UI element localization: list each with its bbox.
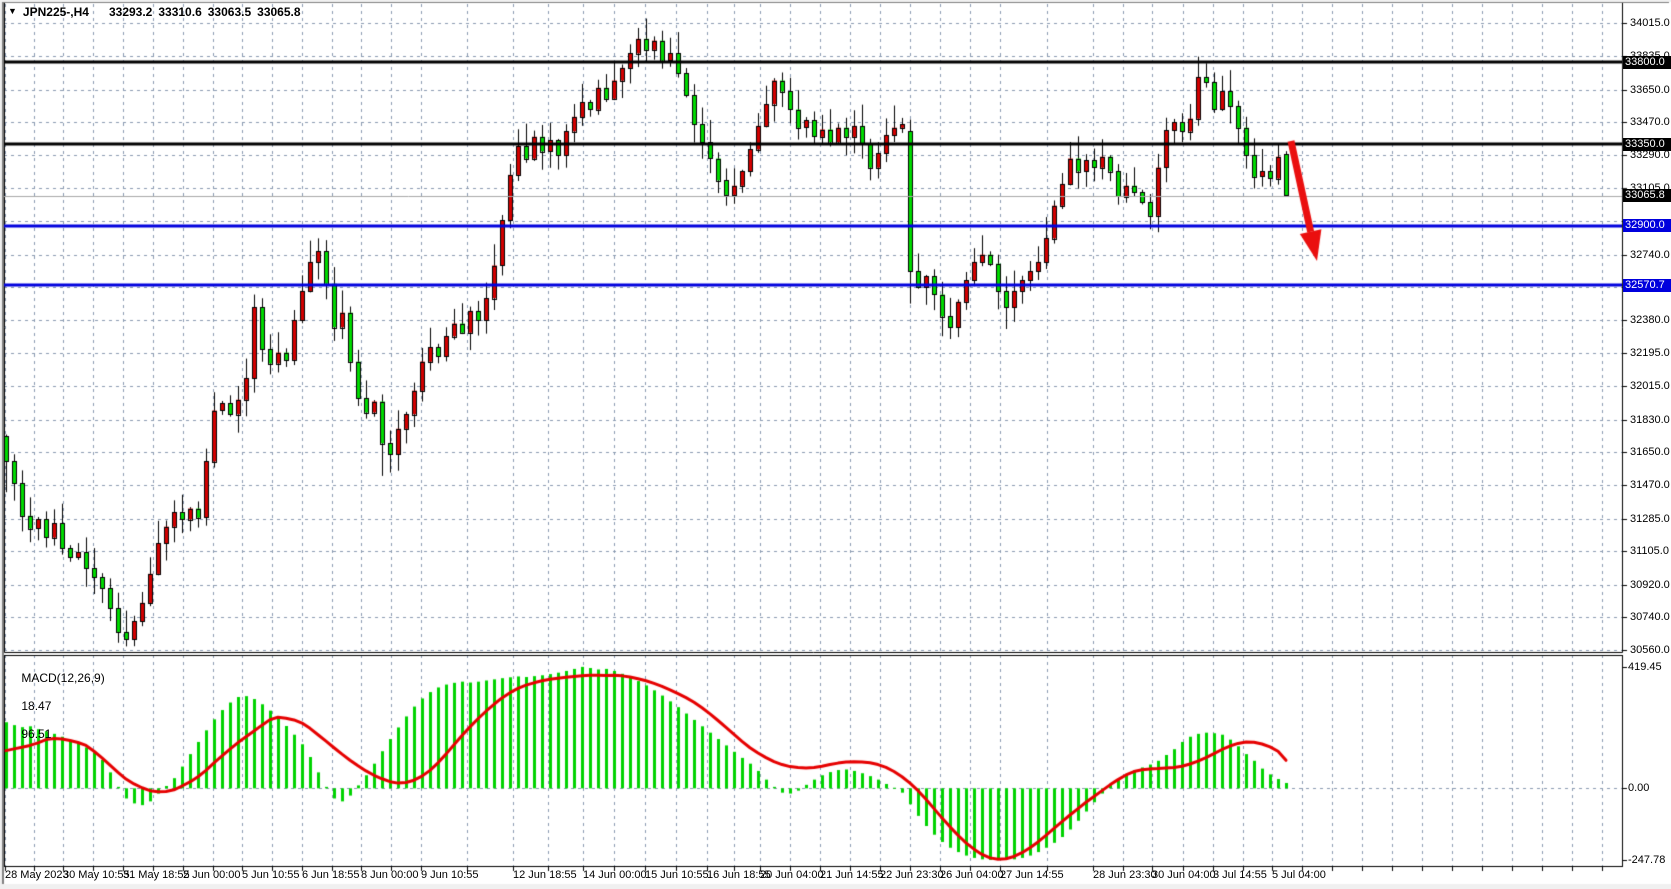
macd-value: 18.47 xyxy=(21,699,52,713)
time-axis-label: 28 Jun 23:30 xyxy=(1093,869,1157,881)
time-axis-label: 16 Jun 18:55 xyxy=(707,869,771,881)
time-axis-label: 14 Jun 00:00 xyxy=(583,869,647,881)
chart-title: ▼ JPN225-,H4 33293.2 33310.6 33063.5 330… xyxy=(8,5,301,19)
price-level-box: 33350.0 xyxy=(1623,137,1671,151)
ohlc-high-value: 33310.6 xyxy=(158,5,202,19)
macd-scale-label: -247.78 xyxy=(1628,854,1666,867)
time-axis-label: 2 Jun 00:00 xyxy=(183,869,241,881)
price-axis-label: 33290.0 xyxy=(1630,148,1670,161)
price-level-box: 33065.8 xyxy=(1623,189,1671,203)
ohlc-low-value: 33063.5 xyxy=(207,5,252,19)
macd-scale-label: 0.00 xyxy=(1628,782,1650,795)
price-axis-label: 30560.0 xyxy=(1630,644,1670,656)
ohlc-open-value: 33293.2 xyxy=(108,5,153,19)
price-axis-label: 32380.0 xyxy=(1630,313,1670,326)
time-axis-label: 27 Jun 14:55 xyxy=(1000,869,1064,881)
symbol-dropdown-icon[interactable]: ▼ xyxy=(8,6,17,16)
price-axis-label: 30920.0 xyxy=(1630,578,1670,591)
symbol-period-label: JPN225-,H4 xyxy=(22,5,89,19)
price-axis-label: 33650.0 xyxy=(1630,83,1670,96)
ohlc-close-value: 33065.8 xyxy=(257,5,301,19)
time-axis-label: 15 Jun 10:55 xyxy=(645,869,709,881)
time-axis-label: 6 Jun 18:55 xyxy=(302,869,360,881)
price-axis-label: 30740.0 xyxy=(1630,611,1670,624)
price-axis-label: 34015.0 xyxy=(1630,17,1670,30)
time-axis-label: 8 Jun 00:00 xyxy=(361,869,419,881)
time-axis-label: 3 Jul 14:55 xyxy=(1213,869,1267,881)
time-axis-label: 30 May 10:55 xyxy=(63,869,130,881)
price-level-box: 32900.0 xyxy=(1623,219,1671,233)
macd-signal-value: 96.51 xyxy=(21,727,52,741)
price-axis-label: 33470.0 xyxy=(1630,116,1670,129)
macd-scale-label: 419.45 xyxy=(1628,660,1662,673)
time-axis-label: 21 Jun 14:55 xyxy=(820,869,884,881)
price-level-box: 32570.7 xyxy=(1623,278,1671,292)
price-axis-label: 31650.0 xyxy=(1630,446,1670,459)
price-axis-label: 31830.0 xyxy=(1630,413,1670,426)
time-axis-label: 5 Jun 10:55 xyxy=(242,869,300,881)
time-axis-label: 22 Jun 23:30 xyxy=(880,869,944,881)
time-axis-label: 30 Jun 04:00 xyxy=(1152,869,1216,881)
time-axis-label: 31 May 18:55 xyxy=(123,869,190,881)
time-axis-label: 28 May 2023 xyxy=(5,869,69,881)
price-axis-label: 31105.0 xyxy=(1630,545,1669,558)
macd-indicator-label: MACD(12,26,9) 18.47 96.51 xyxy=(8,657,105,755)
macd-name: MACD(12,26,9) xyxy=(21,671,105,685)
time-axis-label: 12 Jun 18:55 xyxy=(513,869,577,881)
time-axis-label: 26 Jun 04:00 xyxy=(940,869,1004,881)
price-axis-label: 32015.0 xyxy=(1630,380,1670,393)
price-axis-label: 31285.0 xyxy=(1630,512,1670,525)
time-axis-label: 20 Jun 04:00 xyxy=(760,869,824,881)
price-axis-label: 32740.0 xyxy=(1630,248,1670,261)
time-axis-label: 9 Jun 10:55 xyxy=(421,869,479,881)
price-axis-label: 32195.0 xyxy=(1630,347,1670,360)
price-level-box: 33800.0 xyxy=(1623,55,1671,69)
time-axis-label: 5 Jul 04:00 xyxy=(1272,869,1326,881)
price-axis-label: 31470.0 xyxy=(1630,478,1670,491)
